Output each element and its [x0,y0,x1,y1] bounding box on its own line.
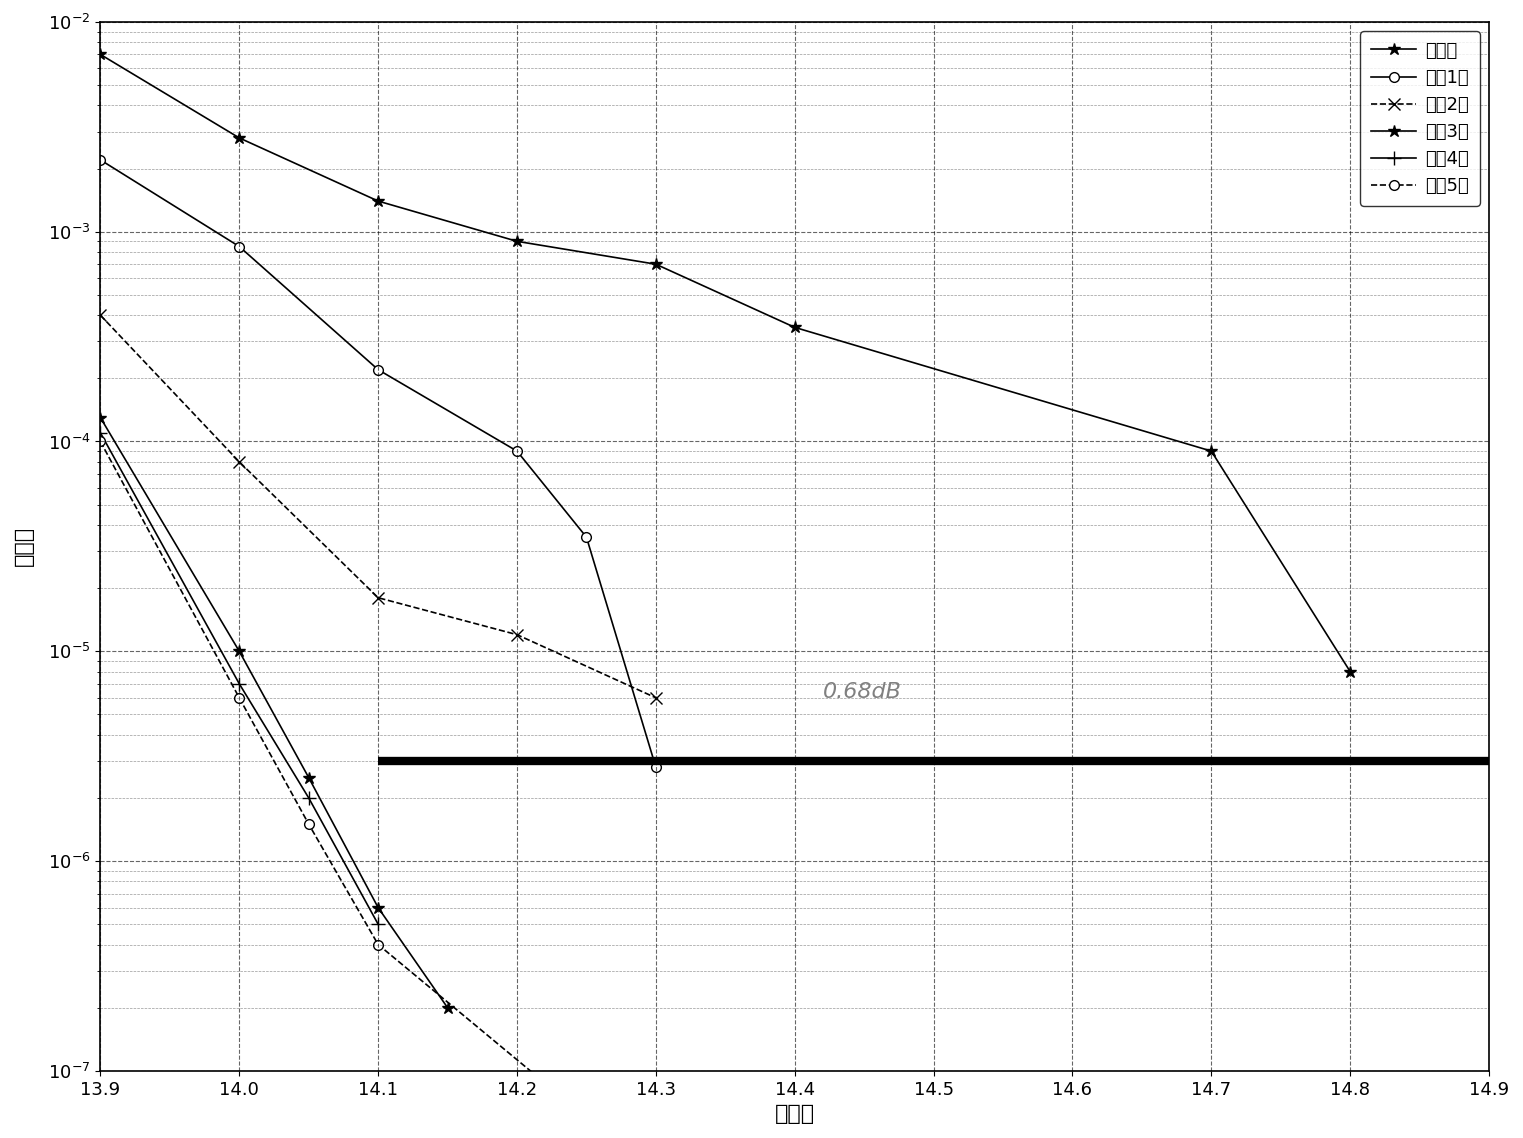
无迭代 [369,195,387,208]
无迭代 [91,48,110,61]
迭代3次 [369,901,387,915]
迭代5次 [577,1111,595,1124]
迭代5次 [91,435,110,448]
迭代3次 [230,644,248,658]
迭代2次 [369,591,387,604]
Y-axis label: 错误率: 错误率 [14,526,34,567]
迭代4次 [300,791,318,805]
迭代1次 [507,444,525,457]
Line: 迭代2次: 迭代2次 [94,310,661,703]
Line: 迭代3次: 迭代3次 [94,411,454,1014]
迭代4次 [230,677,248,691]
迭代5次 [230,691,248,704]
迭代1次 [91,152,110,166]
无迭代 [786,321,804,335]
Line: 无迭代: 无迭代 [94,48,1357,678]
无迭代 [1202,444,1220,457]
无迭代 [1342,665,1360,678]
迭代1次 [647,760,666,774]
迭代2次 [507,628,525,642]
迭代2次 [91,308,110,322]
无迭代 [230,131,248,145]
Line: 迭代4次: 迭代4次 [93,426,385,931]
迭代3次 [439,1000,457,1014]
迭代5次 [300,817,318,831]
无迭代 [507,234,525,248]
迭代2次 [230,455,248,469]
迭代2次 [647,691,666,704]
迭代3次 [91,411,110,424]
Text: 0.68dB: 0.68dB [822,682,902,702]
迭代4次 [91,426,110,439]
Line: 迭代5次: 迭代5次 [96,437,591,1122]
Line: 迭代1次: 迭代1次 [96,155,661,772]
迭代4次 [369,917,387,931]
迭代1次 [230,240,248,254]
迭代1次 [577,530,595,544]
X-axis label: 信噪比: 信噪比 [775,1104,815,1124]
无迭代 [647,257,666,271]
迭代3次 [300,770,318,784]
迭代5次 [369,938,387,951]
迭代1次 [369,363,387,377]
Legend: 无迭代, 迭代1次, 迭代2次, 迭代3次, 迭代4次, 迭代5次: 无迭代, 迭代1次, 迭代2次, 迭代3次, 迭代4次, 迭代5次 [1360,31,1480,206]
